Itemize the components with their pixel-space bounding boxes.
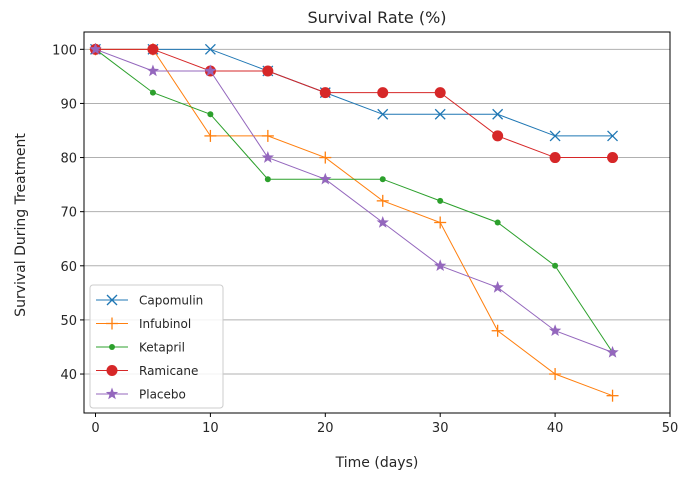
data-point-infubinol [434, 216, 447, 229]
axis-ticks: 40 50 60 70 80 90 100 0 10 20 30 40 50 [52, 43, 678, 436]
y-tick-label: 70 [60, 206, 77, 221]
data-point-infubinol [606, 389, 619, 402]
data-point-ketapril [552, 262, 559, 269]
x-tick-label: 20 [317, 421, 334, 436]
data-point-capomulin [607, 130, 619, 142]
legend-label-infubinol: Infubinol [139, 317, 191, 331]
data-point-placebo [146, 64, 160, 77]
data-point-ketapril [264, 176, 271, 183]
data-point-infubinol [549, 368, 562, 381]
legend-marker-capomulin [106, 294, 118, 306]
data-point-ramicane [492, 130, 504, 142]
data-point-infubinol [261, 129, 274, 142]
data-point-infubinol [204, 129, 217, 142]
data-point-ramicane [377, 87, 389, 99]
y-tick-label: 80 [60, 152, 77, 167]
data-point-capomulin [204, 43, 216, 55]
y-tick-label: 60 [60, 260, 77, 275]
data-point-ramicane [434, 87, 446, 99]
data-point-ketapril [379, 176, 386, 183]
data-point-ramicane [607, 152, 619, 164]
y-tick-label: 90 [60, 97, 77, 112]
legend-marker-placebo [105, 387, 119, 400]
data-point-capomulin [377, 108, 389, 120]
y-tick-label: 50 [60, 314, 77, 329]
series-line-capomulin [95, 48, 613, 137]
data-point-infubinol [376, 194, 389, 207]
legend-label-ketapril: Ketapril [139, 341, 185, 355]
data-point-ketapril [437, 197, 444, 204]
data-point-placebo [261, 151, 275, 163]
data-point-placebo [548, 324, 562, 336]
legend-marker-ketapril [109, 344, 115, 350]
data-point-placebo [376, 216, 389, 228]
data-point-ramicane [319, 87, 331, 99]
series-line-ketapril [95, 48, 613, 353]
data-point-infubinol [491, 324, 504, 337]
plot-frame [83, 31, 671, 414]
data-point-ramicane [262, 65, 274, 77]
legend-marker-infubinol [106, 317, 118, 330]
x-tick-label: 50 [662, 421, 679, 436]
legend-label-ramicane: Ramicane [139, 364, 198, 378]
legend: Capomulin Infubinol Ketapril Ramicane Placeb… [89, 284, 224, 409]
legend-label-capomulin: Capomulin [139, 294, 203, 308]
y-tick-label: 100 [52, 43, 77, 58]
series-line-ramicane [95, 48, 613, 159]
x-tick-label: 30 [432, 421, 449, 436]
data-point-capomulin [492, 108, 504, 120]
series-lines [89, 42, 619, 402]
data-point-ketapril [207, 111, 214, 118]
y-axis-title: Survival During Treatment [13, 133, 29, 317]
x-tick-label: 0 [91, 421, 99, 436]
data-point-infubinol [319, 151, 332, 164]
data-point-placebo [319, 172, 332, 185]
data-point-placebo [434, 259, 447, 272]
data-point-placebo [89, 42, 102, 55]
legend-marker-ramicane [106, 365, 118, 376]
data-point-placebo [606, 345, 619, 358]
data-point-ramicane [549, 152, 561, 164]
data-point-placebo [204, 64, 217, 77]
legend-label-placebo: Placebo [139, 388, 186, 402]
data-point-capomulin [549, 130, 561, 142]
series-line-placebo [95, 48, 613, 353]
legend-frame [89, 284, 224, 409]
x-tick-label: 10 [202, 421, 219, 436]
data-point-ramicane [147, 43, 159, 55]
data-point-ketapril [494, 219, 501, 226]
chart-title: Survival Rate (%) [307, 8, 446, 27]
data-point-capomulin [434, 108, 446, 120]
y-tick-label: 40 [60, 368, 77, 383]
x-tick-label: 40 [547, 421, 564, 436]
x-axis-title: Time (days) [335, 455, 419, 471]
data-point-placebo [491, 280, 504, 293]
data-point-ketapril [149, 89, 156, 96]
